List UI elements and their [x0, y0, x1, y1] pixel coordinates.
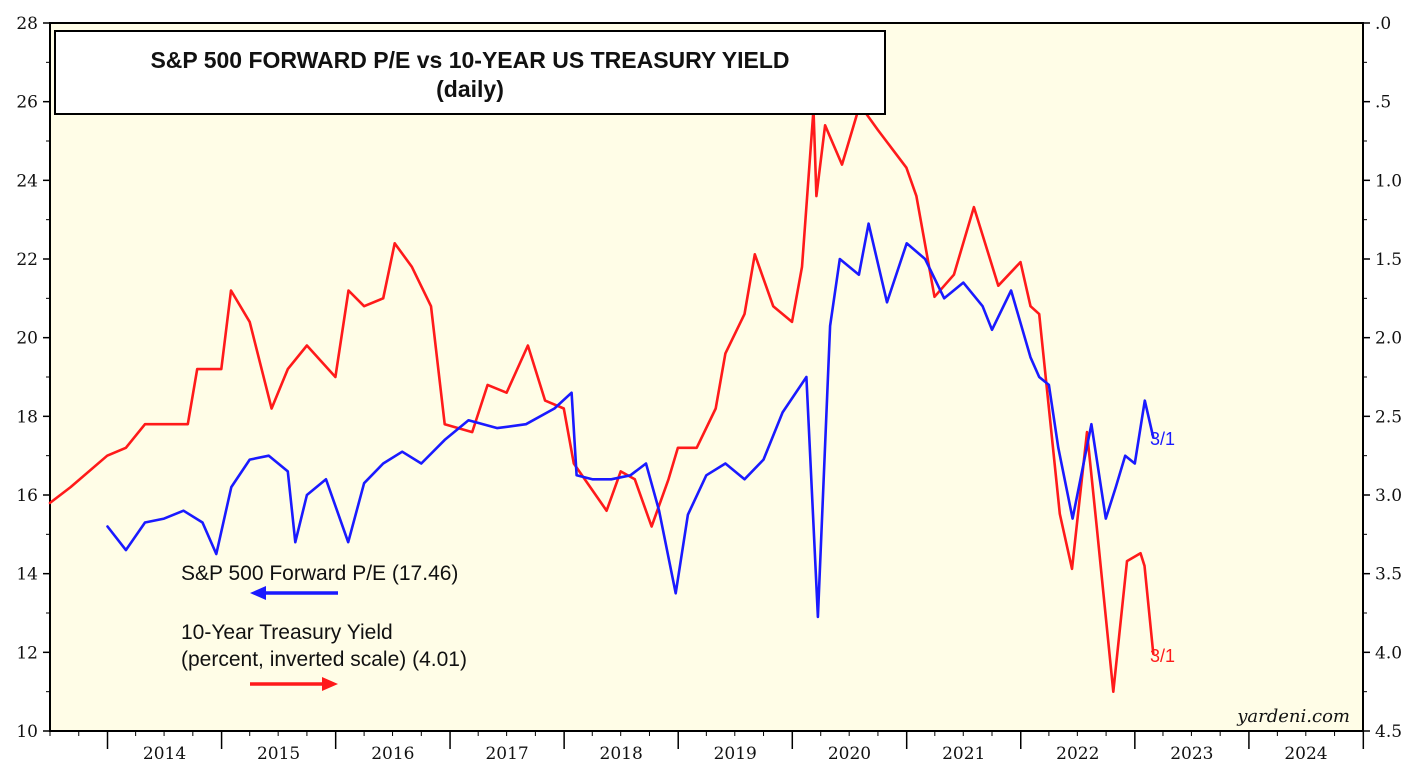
x-tick-label: 2020	[828, 744, 871, 764]
left-arrow-icon	[250, 586, 338, 600]
plot-area	[49, 22, 1364, 732]
x-tick-label: 2023	[1170, 744, 1213, 764]
right-tick-label: .0	[1375, 14, 1391, 34]
right-tick-label: 2.5	[1375, 407, 1402, 427]
left-tick-label: 12	[16, 643, 38, 663]
left-axis: 10 12 14 16 18 20 22 24 26 28	[16, 14, 50, 742]
end-label-yield: 3/1	[1150, 646, 1175, 666]
left-tick-label: 24	[16, 171, 38, 191]
x-tick-label: 2019	[714, 744, 757, 764]
left-tick-label: 20	[16, 329, 38, 349]
x-tick-label: 2017	[485, 744, 528, 764]
legend-pe-label: S&P 500 Forward P/E (17.46)	[181, 562, 458, 585]
right-axis: .0 .5 1.0 1.5 2.0 2.5 3.0 3.5 4.0 4.5	[1363, 14, 1402, 742]
left-tick-label: 28	[16, 14, 38, 34]
series-line-yield	[48, 103, 1155, 693]
left-tick-label: 22	[16, 250, 38, 270]
right-tick-label: 2.0	[1375, 329, 1402, 349]
right-tick-label: 1.0	[1375, 171, 1402, 191]
x-tick-label: 2015	[257, 744, 300, 764]
right-tick-label: 3.5	[1375, 565, 1402, 585]
x-tick-label: 2018	[600, 744, 643, 764]
x-tick-label: 2021	[942, 744, 985, 764]
legend-yield-label-1: 10-Year Treasury Yield	[181, 621, 393, 644]
series-line-pe	[106, 222, 1155, 619]
right-tick-label: .5	[1375, 93, 1391, 113]
x-tick-label: 2024	[1284, 744, 1327, 764]
chart-subtitle: (daily)	[436, 76, 504, 102]
left-tick-label: 26	[16, 93, 38, 113]
legend: S&P 500 Forward P/E (17.46) 10-Year Trea…	[181, 562, 467, 691]
end-label-pe: 3/1	[1150, 429, 1175, 449]
legend-yield-label-2: (percent, inverted scale) (4.01)	[181, 648, 467, 671]
left-tick-label: 10	[16, 722, 38, 742]
right-tick-label: 1.5	[1375, 250, 1402, 270]
title-box: S&P 500 FORWARD P/E vs 10-YEAR US TREASU…	[54, 30, 886, 115]
right-tick-label: 3.0	[1375, 486, 1402, 506]
chart-title: S&P 500 FORWARD P/E vs 10-YEAR US TREASU…	[150, 47, 789, 73]
x-tick-label: 2016	[371, 744, 414, 764]
left-tick-label: 16	[16, 486, 38, 506]
right-tick-label: 4.0	[1375, 643, 1402, 663]
left-tick-label: 18	[16, 407, 38, 427]
x-tick-label: 2022	[1056, 744, 1099, 764]
left-tick-label: 14	[16, 565, 38, 585]
right-arrow-icon	[250, 677, 338, 691]
x-axis: 2014 2015 2016 2017 2018 2019 2020 2021 2022 2023…	[49, 731, 1365, 764]
x-tick-label: 2014	[143, 744, 186, 764]
credit: yardeni.com	[1236, 706, 1350, 727]
right-tick-label: 4.5	[1375, 722, 1402, 742]
series-layer	[48, 103, 1155, 693]
